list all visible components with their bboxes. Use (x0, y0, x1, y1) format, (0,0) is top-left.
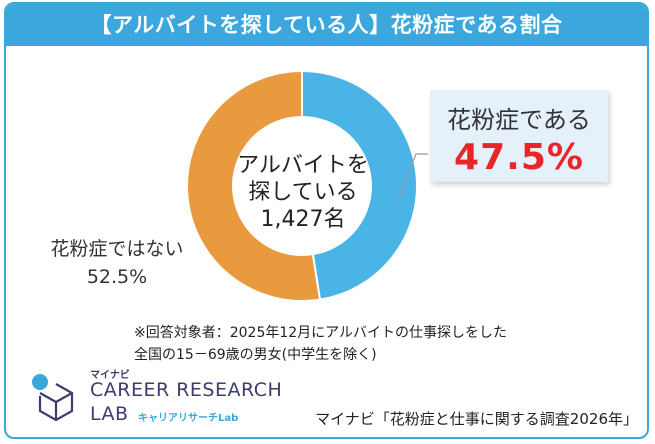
center-label-line2: 探している (248, 180, 358, 205)
donut-chart (186, 69, 428, 302)
other-value: 52.5% (86, 266, 148, 288)
respondent-note: ※回答対象者：2025年12月にアルバイトの仕事探しをした 全国の15－69歳の… (134, 322, 594, 366)
note-line1: ※回答対象者：2025年12月にアルバイトの仕事探しをした (134, 325, 508, 341)
logo-subtitle: キャリアリサーチLab (138, 413, 239, 424)
slice-no-pollen-allergy (186, 69, 322, 302)
slice-pollen-allergy (301, 69, 418, 301)
highlight-value: 47.5% (454, 137, 584, 178)
career-research-lab-logo: マイナビ CAREER RESEARCH LAB キャリアリサーチLab (26, 366, 286, 432)
logo-line1: CAREER RESEARCH (90, 379, 283, 401)
center-label-count: 1,427名 (260, 207, 346, 232)
highlight-callout: 花粉症である 47.5% (430, 90, 608, 182)
center-label: アルバイトを 探している 1,427名 (228, 152, 378, 233)
logo-line2: LAB (90, 403, 129, 425)
note-line2: 全国の15－69歳の男女(中学生を除く) (134, 347, 377, 363)
other-label: 花粉症ではない (50, 238, 184, 260)
logo-brand: マイナビ (90, 370, 130, 381)
center-label-line1: アルバイトを (237, 153, 369, 178)
other-callout: 花粉症ではない 52.5% (42, 235, 192, 291)
chart-title: 【アルバイトを探している人】花粉症である割合 (6, 4, 647, 46)
source-credit: マイナビ「花粉症と仕事に関する調査2026年」 (315, 410, 638, 428)
chart-frame: 【アルバイトを探している人】花粉症である割合 アルバイトを 探している 1,42… (4, 2, 649, 439)
highlight-label: 花粉症である (447, 106, 591, 134)
logo-cube-icon (32, 374, 74, 422)
callout-connector-line (397, 153, 428, 201)
